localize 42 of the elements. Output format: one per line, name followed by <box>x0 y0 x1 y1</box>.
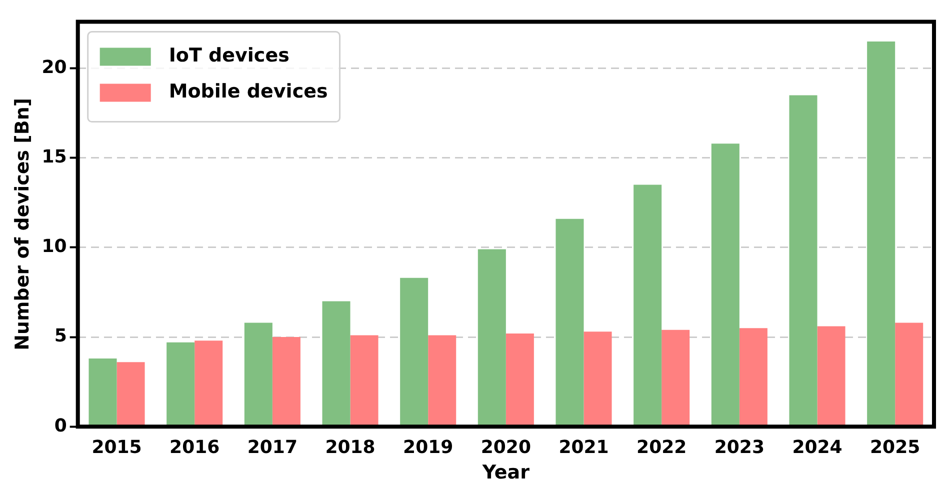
bar <box>867 42 896 426</box>
bar <box>244 322 272 426</box>
bar <box>662 330 690 426</box>
bar <box>272 337 300 426</box>
bar <box>350 335 378 426</box>
bar <box>116 362 145 426</box>
y-tick-label: 15 <box>42 146 67 168</box>
bar <box>739 328 768 426</box>
x-tick-label: 2017 <box>247 437 298 458</box>
x-tick-label: 2019 <box>403 437 454 458</box>
bar <box>556 218 584 426</box>
bar <box>322 301 350 426</box>
bar <box>166 342 195 426</box>
y-axis-title: Number of devices [Bn] <box>11 98 34 350</box>
x-tick-label: 2020 <box>480 437 531 458</box>
bar <box>88 358 117 426</box>
x-tick-label: 2021 <box>558 437 609 458</box>
legend-label: IoT devices <box>168 44 290 67</box>
bar <box>634 184 662 426</box>
x-tick-label: 2023 <box>714 437 764 458</box>
legend-label: Mobile devices <box>168 80 328 103</box>
bar <box>400 278 428 426</box>
bar <box>478 249 506 426</box>
bar <box>506 333 534 426</box>
bar <box>194 340 223 426</box>
y-tick-label: 5 <box>54 326 67 347</box>
bar <box>817 326 846 426</box>
y-tick-label: 10 <box>42 236 67 258</box>
x-tick-label: 2018 <box>325 437 376 458</box>
bar <box>584 332 612 426</box>
x-tick-label: 2022 <box>636 437 687 458</box>
y-tick-label: 0 <box>54 415 67 436</box>
x-tick-label: 2025 <box>870 437 920 458</box>
bar <box>711 144 740 426</box>
bar <box>428 335 456 426</box>
x-tick-label: 2016 <box>170 437 220 458</box>
x-tick-label: 2015 <box>92 437 142 458</box>
bar <box>789 95 818 426</box>
y-tick-label: 20 <box>42 57 67 78</box>
x-tick-label: 2024 <box>792 437 842 458</box>
x-axis-title: Year <box>481 462 530 484</box>
bar <box>895 322 924 426</box>
